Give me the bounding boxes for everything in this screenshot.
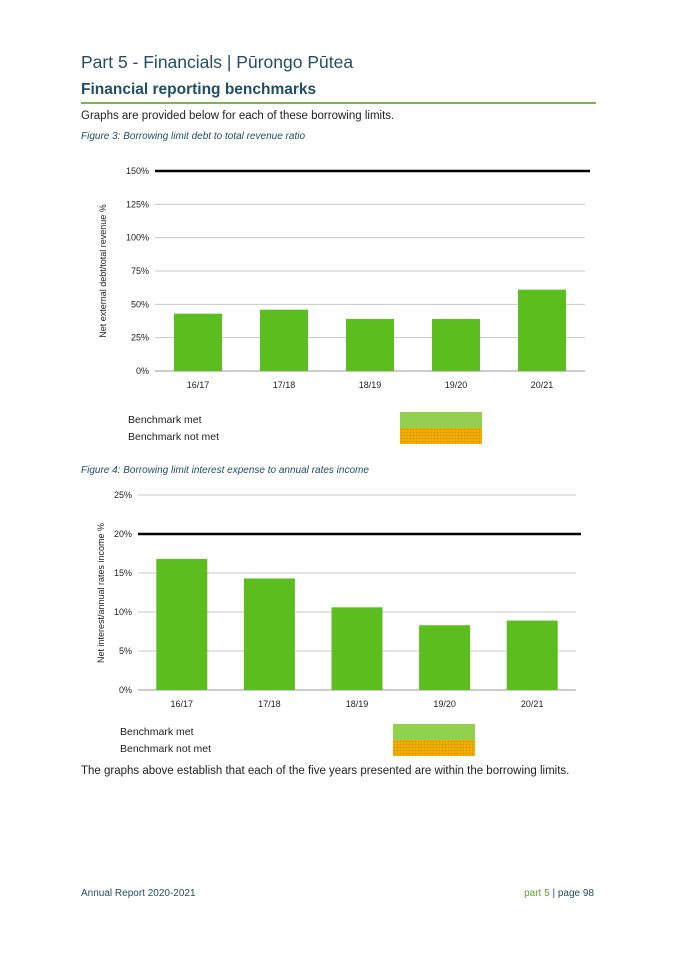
section-title: Financial reporting benchmarks <box>81 81 317 98</box>
intro-text: Graphs are provided below for each of th… <box>81 110 395 122</box>
bar <box>156 558 208 690</box>
y-tick-label: 20% <box>114 529 132 539</box>
footer-part: part 5 <box>524 888 550 899</box>
legend-not-met-label: Benchmark not met <box>120 743 212 755</box>
y-tick-label: 150% <box>126 166 149 176</box>
legend-not-met-swatch <box>393 740 475 756</box>
y-tick-label: 0% <box>136 366 149 376</box>
section-divider <box>81 102 596 104</box>
y-tick-label: 10% <box>114 607 132 617</box>
part-title: Part 5 - Financials | Pūrongo Pūtea <box>81 52 354 72</box>
figure-4-legend: Benchmark met Benchmark not met <box>120 724 211 758</box>
footer-page: page 98 <box>557 888 594 899</box>
y-tick-label: 15% <box>114 568 132 578</box>
x-tick-label: 19/20 <box>445 380 468 390</box>
bar <box>506 620 558 690</box>
y-tick-label: 25% <box>114 490 132 500</box>
y-tick-label: 25% <box>131 333 149 343</box>
bar <box>419 625 471 690</box>
x-tick-label: 17/18 <box>258 699 281 709</box>
legend-met-label: Benchmark met <box>120 726 194 738</box>
figure-3-legend: Benchmark met Benchmark not met <box>128 412 219 446</box>
bar <box>518 289 566 371</box>
x-tick-label: 16/17 <box>171 699 194 709</box>
footer-report-title: Annual Report 2020-2021 <box>81 888 196 899</box>
legend-met-swatch <box>393 724 475 740</box>
footer-page-info: part 5 | page 98 <box>524 888 594 899</box>
y-tick-label: 100% <box>126 233 149 243</box>
y-axis-title: Net external debt/total revenue % <box>98 204 108 338</box>
x-tick-label: 18/19 <box>359 380 382 390</box>
x-tick-label: 18/19 <box>346 699 369 709</box>
bar <box>243 578 295 690</box>
figure-3-caption: Figure 3: Borrowing limit debt to total … <box>81 131 305 142</box>
legend-met-label: Benchmark met <box>128 414 202 426</box>
x-tick-label: 16/17 <box>187 380 210 390</box>
bar <box>346 319 394 371</box>
legend-not-met-label: Benchmark not met <box>128 431 220 443</box>
legend-met-swatch <box>400 412 482 428</box>
figure-4-caption: Figure 4: Borrowing limit interest expen… <box>81 465 369 476</box>
y-tick-label: 50% <box>131 299 149 309</box>
conclusion-text: The graphs above establish that each of … <box>81 765 570 777</box>
x-tick-label: 20/21 <box>531 380 554 390</box>
bar <box>432 319 480 371</box>
bar <box>260 309 308 371</box>
figure-3-chart: 0% 25% 50% 75% 100% 125% 150% 16/17 17/18 18/19 19… <box>98 166 590 390</box>
bar <box>331 607 383 690</box>
figure-4-chart: 0% 5% 10% 15% 20% 25% 16/17 17/18 18/19 19/20 20/2… <box>96 490 581 709</box>
y-tick-label: 0% <box>119 685 132 695</box>
y-tick-label: 125% <box>126 199 149 209</box>
y-tick-label: 5% <box>119 646 132 656</box>
footer-separator: | <box>552 888 556 899</box>
legend-not-met-swatch <box>400 428 482 444</box>
x-tick-label: 19/20 <box>433 699 456 709</box>
bar <box>174 313 222 371</box>
y-axis-title: Net interest/annual rates income % <box>96 523 106 663</box>
y-tick-label: 75% <box>131 266 149 276</box>
x-tick-label: 20/21 <box>521 699 544 709</box>
x-tick-label: 17/18 <box>273 380 296 390</box>
